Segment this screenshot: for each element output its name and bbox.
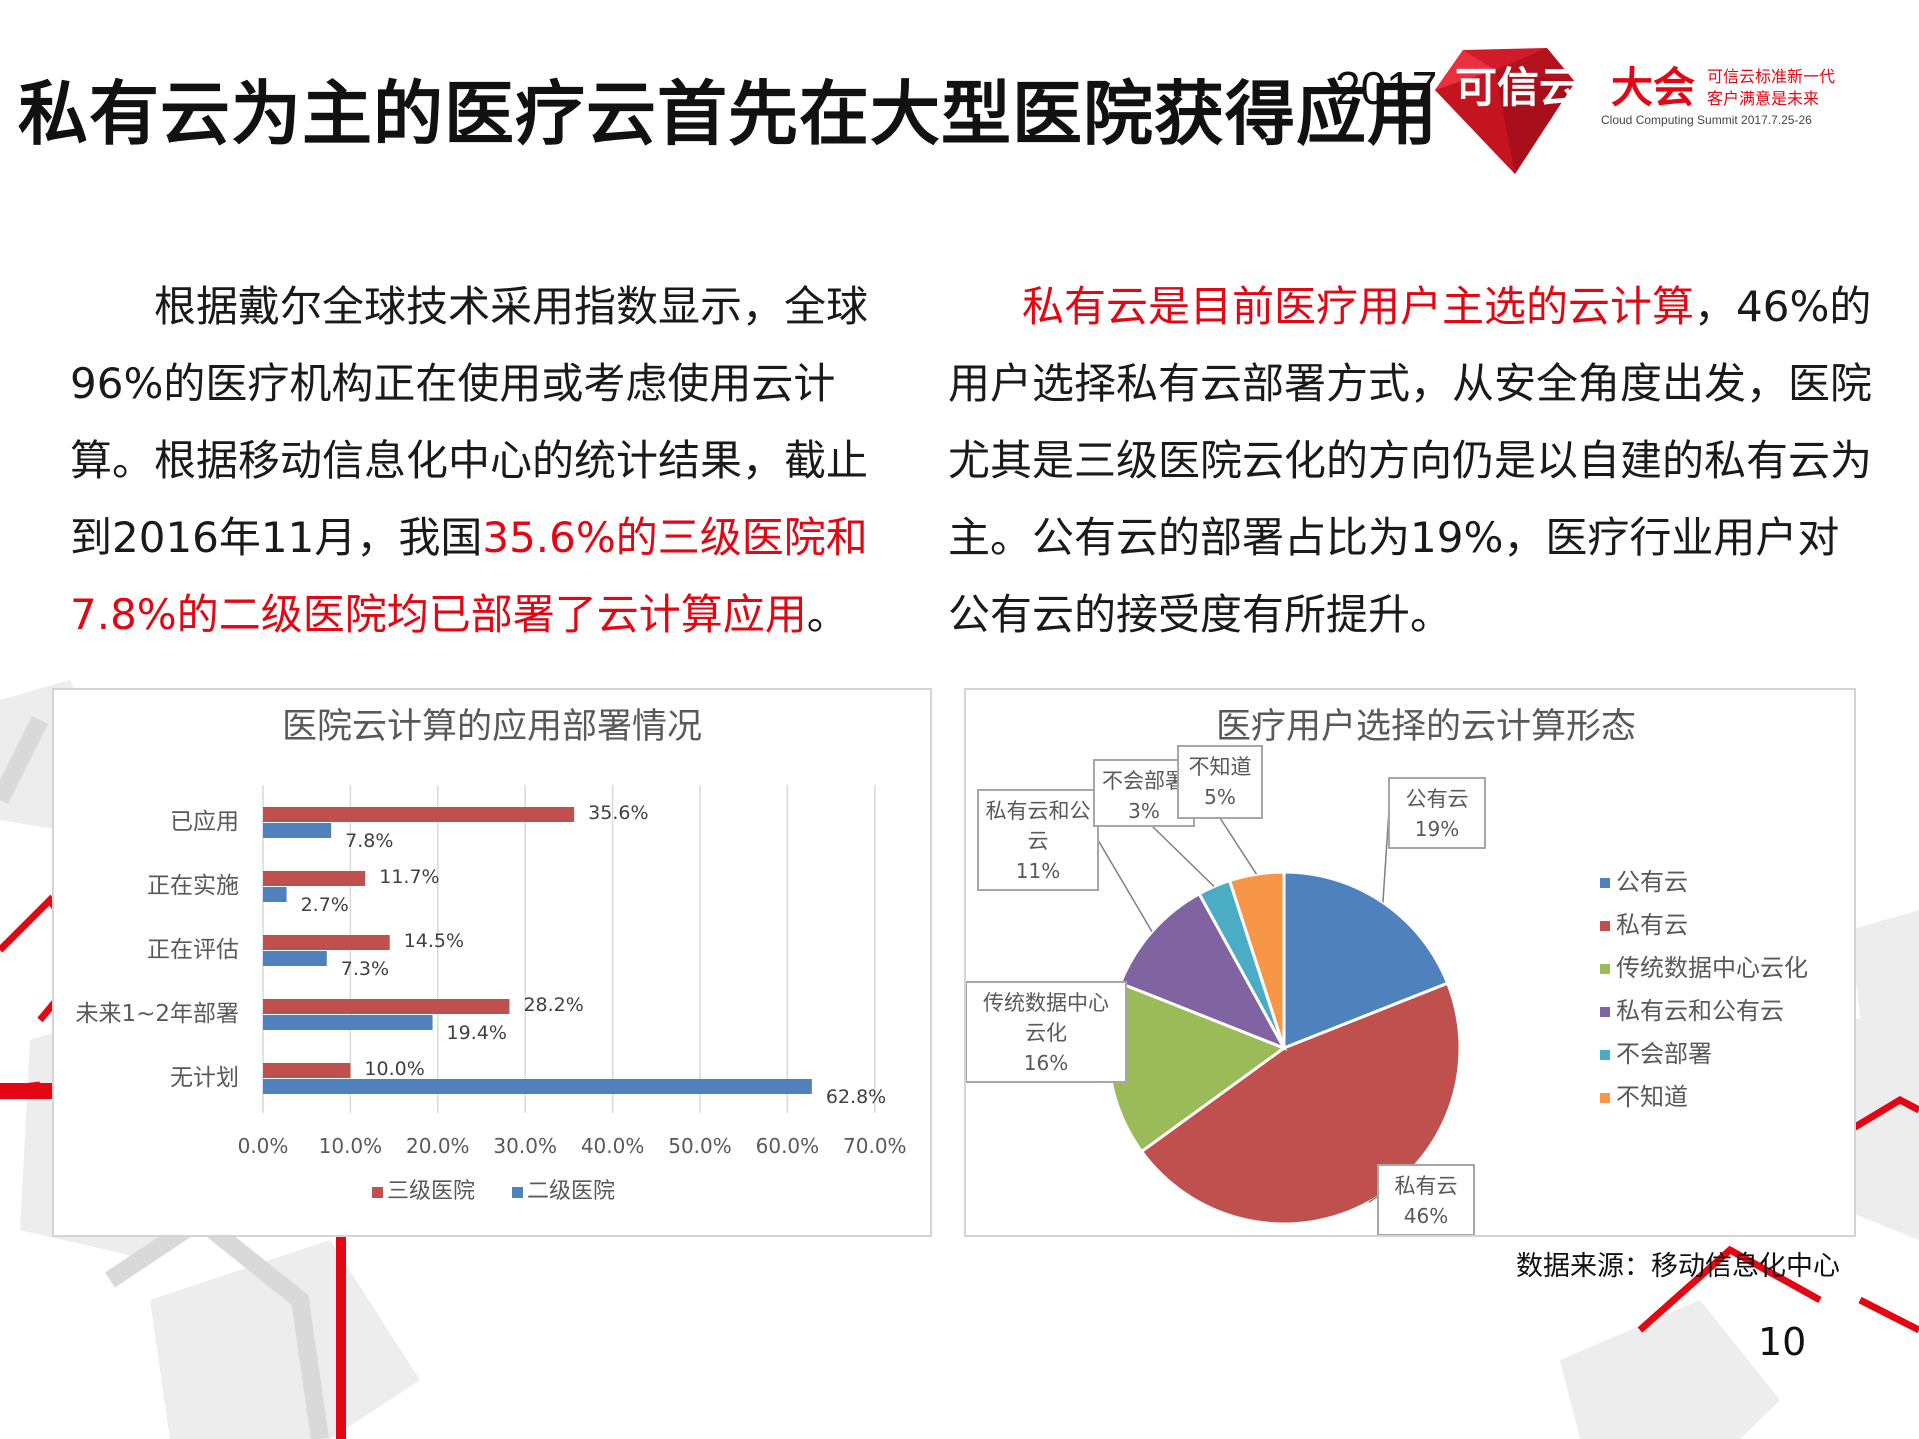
logo-year: 2017 <box>1335 62 1437 114</box>
logo-slogan-2: 客户满意是未来 <box>1707 89 1819 108</box>
logo-brand-a: 可信云 <box>1455 63 1581 112</box>
logo-brand-b: 大会 <box>1611 63 1695 112</box>
bar-tier3 <box>263 1063 351 1078</box>
legend-swatch <box>1600 964 1610 974</box>
x-tick-label: 70.0% <box>843 1134 907 1158</box>
callout-name-part: 传统数据中心 <box>983 991 1109 1015</box>
callout-percent: 3% <box>1128 799 1160 823</box>
callout-leader <box>1151 825 1215 888</box>
right-paragraph: 私有云是目前医疗用户主选的云计算，46%的用户选择私有云部署方式，从安全角度出发… <box>948 268 1873 653</box>
callout-box <box>1388 777 1486 849</box>
x-tick-label: 0.0% <box>238 1134 289 1158</box>
callout-percent: 19% <box>1415 817 1459 841</box>
callout-leader <box>1219 817 1258 875</box>
bar-tier2 <box>263 887 287 902</box>
logo-subtitle: Cloud Computing Summit 2017.7.25-26 <box>1601 113 1812 127</box>
slide-title: 私有云为主的医疗云首先在大型医院获得应用 <box>18 73 1438 155</box>
data-label: 10.0% <box>364 1058 424 1080</box>
left-paragraph: 根据戴尔全球技术采用指数显示，全球96%的医疗机构正在使用或考虑使用云计算。根据… <box>70 268 878 653</box>
bar-tier2 <box>263 1079 812 1094</box>
ruby-gem-icon <box>1435 48 1575 174</box>
bar-tier2 <box>263 1015 433 1030</box>
legend-label: 不知道 <box>1616 1083 1688 1111</box>
legend-label: 公有云 <box>1616 868 1688 896</box>
pie-chart-panel: 医疗用户选择的云计算形态公有云 19% 私有云 46% 传统数据中心 云化 16% 私有云和公… <box>964 688 1856 1237</box>
callout-name: 公有云 <box>1406 787 1469 811</box>
legend-swatch <box>1600 921 1610 931</box>
paragraph-text: 根据戴尔全球技术采用指数显示，全球96%的医疗机构正在使用或考虑使用云计算。根据… <box>70 282 869 562</box>
callout-name-part: 云 <box>1028 829 1049 853</box>
category-label: 已应用 <box>170 809 239 835</box>
legend-swatch <box>1600 878 1610 888</box>
callout-leader <box>1097 839 1153 932</box>
paragraph-text: 。 <box>806 590 849 639</box>
callout-name: 不会部署 <box>1102 769 1186 793</box>
chart-title: 医院云计算的应用部署情况 <box>282 707 702 747</box>
data-label: 7.3% <box>341 958 389 980</box>
callout-box <box>1177 745 1263 819</box>
paragraph-text: ，46%的用户选择私有云部署方式，从安全角度出发，医院尤其是三级医院云化的方向仍… <box>948 282 1873 639</box>
legend-label: 私有云 <box>1616 911 1688 939</box>
category-label: 正在实施 <box>147 873 239 899</box>
bar-tier3 <box>263 871 366 886</box>
legend-label: 不会部署 <box>1616 1040 1712 1068</box>
legend-label: 私有云和公有云 <box>1616 997 1784 1025</box>
category-label: 无计划 <box>170 1065 239 1091</box>
callout-box <box>966 981 1127 1083</box>
category-label: 未来1~2年部署 <box>75 1001 239 1027</box>
data-label: 14.5% <box>404 930 464 952</box>
data-label: 62.8% <box>826 1086 886 1108</box>
x-tick-label: 50.0% <box>668 1134 732 1158</box>
callout-box <box>1377 1164 1475 1235</box>
callout-name-part: 云化 <box>1025 1021 1067 1045</box>
data-label: 19.4% <box>447 1022 507 1044</box>
category-label: 正在评估 <box>147 937 239 963</box>
source-note: 数据来源：移动信息化中心 <box>1516 1251 1840 1282</box>
legend-swatch <box>512 1187 523 1198</box>
bar-chart-panel: 医院云计算的应用部署情况 0.0% 10.0% 20.0% 30.0% 40.0% 50.0… <box>52 688 932 1237</box>
bar-tier3 <box>263 935 390 950</box>
logo-slogan-1: 可信云标准新一代 <box>1707 67 1835 86</box>
event-logo: 2017 可信云 大会 可信云标准新一代 客户满意是未来 Cloud Compu… <box>1335 42 1865 182</box>
legend-label: 传统数据中心云化 <box>1616 954 1808 982</box>
callout-percent: 16% <box>1024 1051 1068 1075</box>
x-tick-label: 40.0% <box>581 1134 645 1158</box>
highlighted-text: 私有云是目前医疗用户主选的云计算 <box>1022 282 1695 331</box>
chart-title: 医疗用户选择的云计算形态 <box>1216 707 1636 747</box>
data-label: 7.8% <box>345 830 393 852</box>
callout-name: 不知道 <box>1189 755 1252 779</box>
legend-label: 三级医院 <box>387 1179 475 1204</box>
data-label: 2.7% <box>301 894 349 916</box>
callout-box <box>977 789 1099 891</box>
callout-leader <box>1382 809 1390 903</box>
callout-name: 私有云 <box>1395 1174 1458 1198</box>
bar-chart: 医院云计算的应用部署情况 0.0% 10.0% 20.0% 30.0% 40.0% 50.0… <box>75 707 907 1204</box>
x-tick-label: 20.0% <box>406 1134 470 1158</box>
callout-percent: 11% <box>1016 859 1060 883</box>
highlighted-text: 35.6%的三级医院和7.8%的二级医院均已部署了云计算应用 <box>70 513 868 639</box>
data-label: 28.2% <box>523 994 583 1016</box>
callout-percent: 46% <box>1404 1204 1448 1228</box>
legend-swatch <box>1600 1093 1610 1103</box>
bar-tier3 <box>263 807 575 822</box>
x-tick-label: 30.0% <box>493 1134 557 1158</box>
legend-swatch <box>1600 1050 1610 1060</box>
x-tick-label: 60.0% <box>756 1134 820 1158</box>
legend-label: 二级医院 <box>527 1179 615 1204</box>
bar-tier2 <box>263 951 327 966</box>
data-label: 35.6% <box>588 802 648 824</box>
x-tick-label: 10.0% <box>319 1134 383 1158</box>
bar-tier2 <box>263 823 332 838</box>
legend-swatch <box>1600 1007 1610 1017</box>
data-label: 11.7% <box>379 866 439 888</box>
callout-percent: 5% <box>1204 785 1236 809</box>
page-number: 10 <box>1758 1320 1807 1364</box>
bar-tier3 <box>263 999 510 1014</box>
callout-name-part: 私有云和公 <box>986 799 1091 823</box>
legend-swatch <box>372 1187 383 1198</box>
